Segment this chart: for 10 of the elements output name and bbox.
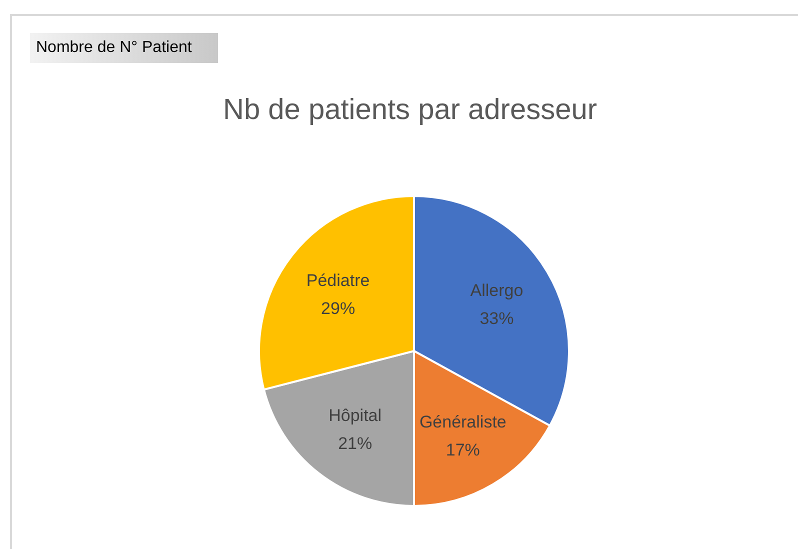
slice-label: Allergo — [470, 281, 524, 300]
text: Nombre de N° Patient — [30, 33, 218, 63]
slice-label: Généraliste — [419, 412, 506, 432]
chart-title: Nb de patients par adresseur — [222, 94, 598, 127]
data-label: 21% — [338, 434, 372, 453]
data-label: 33% — [480, 309, 514, 328]
data-label: 17% — [446, 440, 480, 460]
slice-label: Hôpital — [328, 406, 382, 425]
slice-label: Pédiatre — [306, 271, 370, 290]
data-label: 29% — [321, 299, 356, 318]
